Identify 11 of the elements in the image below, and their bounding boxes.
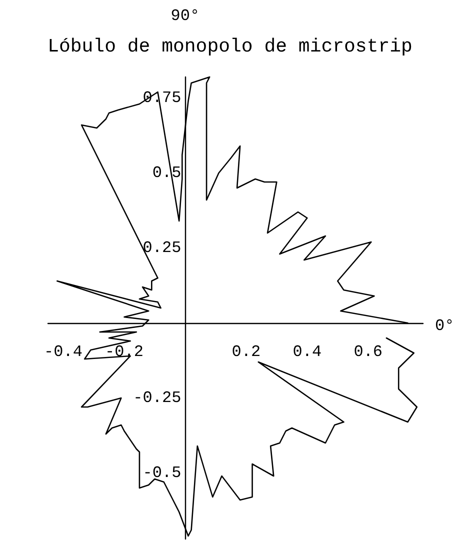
x-tick-label: -0.2 [105, 343, 144, 361]
x-tick-label: 0.4 [292, 343, 322, 361]
x-tick-label: 0.2 [232, 343, 261, 361]
y-tick-label: 0.25 [142, 239, 182, 257]
x-tick-label: -0.4 [44, 343, 82, 361]
y-tick-label: -0.5 [142, 464, 182, 482]
text: 90° [170, 7, 200, 25]
text: 0° [435, 317, 454, 335]
chart-title: Lóbulo de monopolo de microstrip [48, 36, 412, 58]
x-tick-label: 0.6 [354, 343, 383, 361]
y-tick-label: -0.25 [133, 389, 182, 407]
